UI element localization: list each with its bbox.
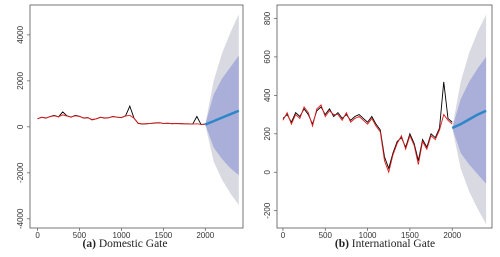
series-line [282,81,453,170]
caption: (b) International Gate [335,238,435,250]
caption-text: Domestic Gate [99,238,168,250]
x-tick-label: 0 [281,231,286,240]
y-tick-label: 800 [263,11,272,25]
x-tick-label: 1000 [113,231,131,240]
x-tick-label: 500 [319,231,333,240]
plot-frame [276,4,493,229]
x-tick-label: 0 [35,231,40,240]
y-tick-label: -4000 [16,208,25,229]
y-tick-label: 2000 [16,71,25,89]
y-tick-label: -200 [263,202,272,219]
y-tick-label: -2000 [16,162,25,183]
x-tick-label: 2000 [443,231,461,240]
x-tick-label: 1500 [154,231,172,240]
y-tick-label: 400 [263,88,272,102]
y-tick-label: 0 [16,124,25,129]
y-tick-label: 600 [263,50,272,64]
caption: (a) Domestic Gate [83,238,168,250]
series-line [282,104,453,174]
series-line [37,114,206,125]
x-tick-label: 1000 [359,231,377,240]
y-tick-label: 200 [263,127,272,141]
y-tick-label: 4000 [16,25,25,43]
prediction-interval [205,55,239,176]
x-tick-label: 500 [73,231,87,240]
forecast-line [451,109,487,130]
forecast-line [204,109,240,126]
x-tick-label: 2000 [196,231,214,240]
plot-frame [29,4,244,229]
caption-text: International Gate [352,238,435,250]
caption-label: (b) [335,238,349,250]
x-tick-label: 1500 [401,231,419,240]
y-tick-label: 0 [263,169,272,174]
caption-label: (a) [83,238,97,250]
